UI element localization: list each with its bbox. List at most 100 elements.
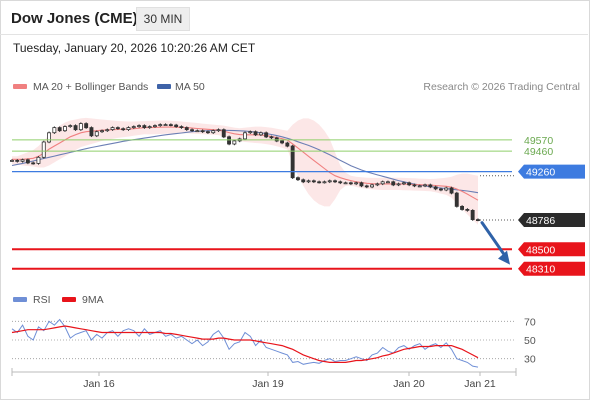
candle-body xyxy=(417,185,422,188)
chart-header: Dow Jones (CME) 30 MIN xyxy=(0,0,588,35)
credit-text: Research © 2026 Trading Central xyxy=(423,81,580,93)
candle-body xyxy=(15,159,20,162)
candle xyxy=(327,179,332,184)
rsi-tick-70: 70 xyxy=(524,316,536,328)
projection-arrow xyxy=(480,221,509,261)
candle xyxy=(73,124,78,131)
candle-body xyxy=(348,182,353,185)
candle xyxy=(216,128,221,132)
candle xyxy=(290,144,295,179)
candle-body xyxy=(354,182,359,185)
candle xyxy=(438,187,443,192)
candle-body xyxy=(248,131,253,134)
candle xyxy=(407,181,412,187)
candle xyxy=(343,181,348,185)
candle-body xyxy=(174,124,179,127)
candle xyxy=(205,130,210,134)
candle-body xyxy=(285,142,290,147)
candle xyxy=(444,186,449,192)
rsi-ma-line xyxy=(11,325,479,363)
candle-body xyxy=(63,126,67,132)
candle xyxy=(147,125,152,129)
candle xyxy=(110,126,115,131)
candle-body xyxy=(470,209,475,220)
candle xyxy=(322,180,327,184)
candle xyxy=(211,129,216,134)
candle-body xyxy=(121,128,126,131)
candle xyxy=(57,126,62,132)
candle xyxy=(417,184,422,188)
candle xyxy=(184,126,189,131)
candle xyxy=(391,180,396,187)
candle-body xyxy=(68,125,73,127)
level-label-49460: 49460 xyxy=(524,146,553,158)
rsi-line xyxy=(11,318,479,368)
candle xyxy=(227,135,231,146)
ma20-legend-label: MA 20 + Bollinger Bands xyxy=(33,81,148,93)
candle-body xyxy=(147,126,152,128)
candle-body xyxy=(301,179,306,183)
candle xyxy=(370,183,374,189)
candle-body xyxy=(31,162,36,165)
candle-body xyxy=(78,123,83,131)
candle xyxy=(142,124,147,129)
candle xyxy=(280,139,284,145)
candle-body xyxy=(295,177,300,181)
candle-body xyxy=(115,127,120,129)
candle-body xyxy=(370,184,374,188)
candle-body xyxy=(158,124,163,126)
candle xyxy=(359,181,364,188)
candle-body xyxy=(449,187,454,194)
candle-body xyxy=(57,127,62,132)
candle-body xyxy=(444,187,449,191)
candle-body xyxy=(317,181,322,184)
candle xyxy=(301,178,306,184)
candle xyxy=(174,123,179,128)
candle-body xyxy=(152,125,157,127)
price-plot xyxy=(9,117,480,225)
candle xyxy=(168,123,173,127)
candle xyxy=(25,158,30,165)
ma50-line xyxy=(11,129,479,194)
time-tick-label: Jan 19 xyxy=(252,378,284,390)
ma20-legend-swatch xyxy=(13,84,27,89)
candle-body xyxy=(280,140,284,144)
candle xyxy=(163,123,168,126)
level-label-49260: 49260 xyxy=(526,167,555,179)
candle xyxy=(221,128,226,139)
candle-body xyxy=(131,126,136,128)
candle-body xyxy=(465,208,470,211)
rsi-legend-swatch xyxy=(13,297,27,302)
candle-body xyxy=(454,192,459,207)
candle-body xyxy=(364,185,369,188)
candle xyxy=(269,135,274,140)
candle xyxy=(454,191,459,208)
candle-body xyxy=(41,141,46,158)
candle-body xyxy=(306,180,311,183)
candle-body xyxy=(258,132,263,136)
candle-body xyxy=(163,124,168,126)
candle xyxy=(338,180,343,185)
candle xyxy=(423,183,427,188)
candle xyxy=(121,127,126,131)
candle-body xyxy=(137,125,141,127)
candle-body xyxy=(84,123,89,129)
candle-body xyxy=(89,127,94,137)
candle xyxy=(264,131,269,139)
candle xyxy=(36,156,41,165)
candle xyxy=(63,125,67,132)
candle-body xyxy=(343,182,348,185)
candle xyxy=(285,141,290,148)
candle xyxy=(248,130,253,134)
candle-body xyxy=(407,182,412,186)
candle xyxy=(100,129,104,133)
candle-body xyxy=(253,131,258,136)
candle xyxy=(354,181,359,186)
timeframe-badge[interactable]: 30 MIN xyxy=(136,7,190,31)
candle xyxy=(348,181,353,186)
candle-body xyxy=(385,181,390,184)
candle-body xyxy=(433,186,438,190)
candle-body xyxy=(216,129,221,132)
candle xyxy=(89,126,94,138)
